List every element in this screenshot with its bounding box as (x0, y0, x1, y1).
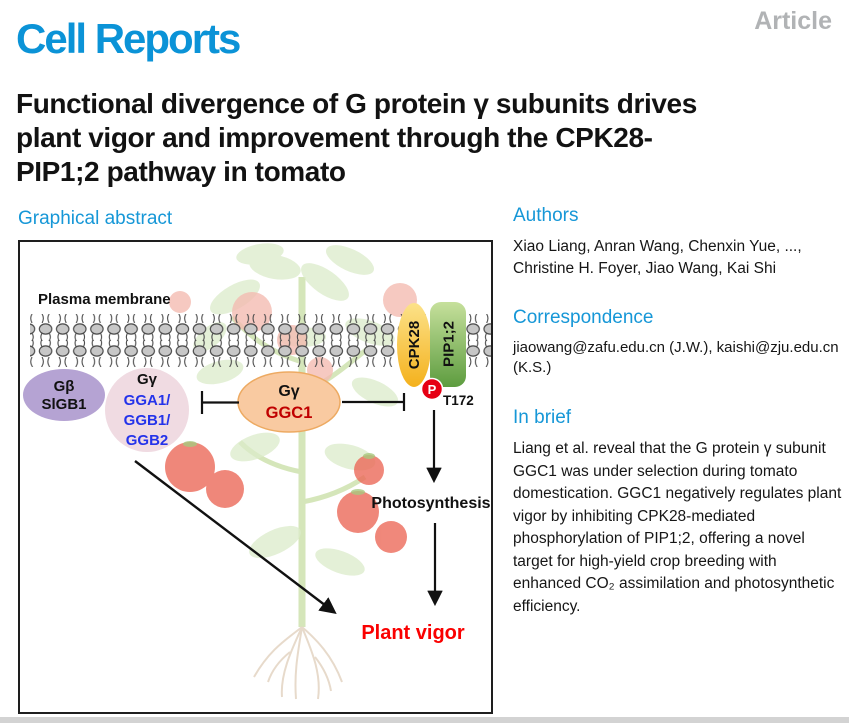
pip12-label: PIP1;2 (441, 321, 458, 367)
photosynthesis-label: Photosynthesis (371, 495, 490, 512)
authors-heading: Authors (513, 205, 579, 226)
pip12-node: PIP1;2 (430, 302, 466, 387)
paper-title-line-1: Functional divergence of G protein γ sub… (16, 88, 697, 119)
phospho-symbol: P (428, 382, 437, 397)
inhibition-left (200, 391, 239, 414)
ggamma-group-title: Gγ (137, 371, 158, 388)
ggc1-title: Gγ (278, 383, 299, 400)
ggc1-name: GGC1 (266, 404, 313, 422)
paper-title-line-2: plant vigor and improvement through the … (16, 122, 653, 153)
cpk28-node: CPK28 (397, 303, 431, 387)
ripe-tomatoes (165, 442, 407, 553)
gbeta-node: Gβ SlGB1 (23, 369, 105, 421)
in-brief-text: Liang et al. reveal that the G protein γ… (513, 440, 842, 615)
cpk28-label: CPK28 (406, 321, 423, 369)
arrow-ggamma-to-vigor (134, 460, 337, 615)
ggamma-group-node: Gγ GGA1/ GGB1/ GGB2 (105, 368, 189, 452)
plant-vigor-label: Plant vigor (361, 622, 465, 644)
ggc1-node: Gγ GGC1 (237, 371, 341, 433)
ggamma-member-ggb1: GGB1/ (124, 412, 172, 429)
journal-logo: Cell Reports (16, 15, 241, 62)
gbeta-label: Gβ (54, 378, 75, 395)
paper-title-line-3: PIP1;2 pathway in tomato (16, 156, 346, 187)
graphical-abstract-figure: Plasma membrane Gβ SlGB1 Gγ GGA1/ GGB1/ … (18, 240, 493, 714)
graphical-abstract-heading: Graphical abstract (18, 208, 173, 229)
paper-title: Functional divergence of G protein γ sub… (16, 87, 836, 189)
footer-bar (0, 717, 849, 723)
in-brief-heading: In brief (513, 407, 572, 428)
plasma-membrane-label: Plasma membrane (38, 291, 171, 308)
roots (253, 626, 343, 700)
authors-names: Xiao Liang, Anran Wang, Chenxin Yue, ...… (513, 238, 802, 277)
ggamma-member-gga1: GGA1/ (124, 392, 172, 409)
ggamma-member-ggb2: GGB2 (126, 432, 169, 449)
inhibition-right (342, 393, 406, 411)
phospho-site-label: T172 (443, 393, 474, 408)
phospho-node: P T172 (420, 377, 474, 408)
article-type-label: Article (754, 7, 832, 35)
correspondence-heading: Correspondence (513, 307, 654, 328)
graphical-abstract-svg: Plasma membrane Gβ SlGB1 Gγ GGA1/ GGB1/ … (23, 243, 491, 700)
gbeta-gene-label: SlGB1 (41, 396, 86, 413)
correspondence-emails[interactable]: jiaowang@zafu.edu.cn (J.W.), kaishi@zju.… (513, 339, 839, 376)
info-sidebar: Authors Xiao Liang, Anran Wang, Chenxin … (513, 205, 845, 618)
